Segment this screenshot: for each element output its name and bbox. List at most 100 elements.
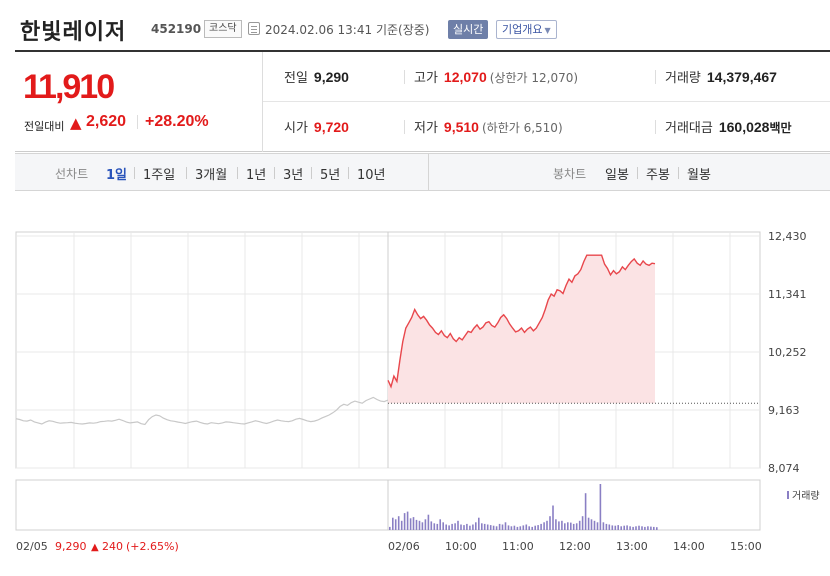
tab-3y[interactable]: 3년 — [283, 168, 304, 183]
prev-day-close: 9,290 — [55, 540, 87, 553]
chart-period-tabs: 선차트 1일 1주일 3개월 1년 3년 5년 10년 봉차트 일봉 주봉 월봉 — [15, 153, 830, 191]
volume-bar — [412, 517, 415, 530]
timestamp: 2024.02.06 13:41 기준(장중) — [265, 21, 429, 38]
volume-bar — [454, 523, 456, 530]
low-label: 저가 — [414, 121, 438, 136]
prev-day-change-pct: (+2.65%) — [126, 540, 179, 553]
volume-bar — [623, 525, 625, 530]
price-row-1: 전일 9,290 고가 12,070 (상한가 12,070) 거래량 14,379,4… — [263, 52, 830, 102]
volume-bar — [653, 526, 655, 530]
company-info-label: 기업개요 — [502, 23, 543, 36]
volume-bar — [394, 519, 397, 530]
volume-legend-swatch — [787, 491, 789, 499]
volume-bar — [513, 525, 516, 530]
volume-bar — [481, 523, 483, 530]
open-value: 9,720 — [313, 119, 349, 135]
realtime-button[interactable]: 실시간 — [448, 20, 489, 39]
volume-bar — [638, 525, 640, 530]
volume-bar — [570, 522, 572, 530]
volume-bar — [472, 524, 474, 530]
y-tick-label: 8,074 — [768, 462, 800, 475]
tab-divider — [237, 167, 238, 179]
volume-bar — [555, 519, 557, 530]
volume-bar — [608, 524, 611, 530]
company-info-dropdown[interactable]: 기업개요 ▼ — [496, 20, 557, 39]
volume-bar — [415, 519, 418, 530]
chevron-down-icon: ▼ — [544, 26, 551, 35]
up-arrow-icon: ▲ — [70, 114, 82, 132]
volume-legend-label: 거래량 — [792, 490, 820, 502]
cell-divider — [404, 70, 405, 84]
price-row-2: 시가 9,720 저가 9,510 (하한가 6,510) 거래대금 160,028백만 — [263, 102, 830, 152]
volume-bar — [593, 520, 596, 530]
change-amount: 2,620 — [86, 113, 127, 130]
high-label: 고가 — [414, 71, 438, 86]
tab-daily-candle[interactable]: 일봉 — [605, 168, 629, 183]
volume-bar — [575, 523, 578, 530]
tab-1w[interactable]: 1주일 — [143, 168, 176, 183]
intraday-chart[interactable]: 12,430 11,341 10,252 9,163 8,074 거래량 02/05 02/0… — [0, 195, 830, 576]
up-arrow-icon: ▲ — [91, 542, 99, 553]
today-price-line — [387, 254, 656, 389]
tab-5y[interactable]: 5년 — [320, 168, 341, 183]
tab-divider — [678, 167, 679, 179]
x-tick-label: 14:00 — [673, 540, 705, 553]
tab-monthly-candle[interactable]: 월봉 — [687, 168, 711, 183]
prev-day-change: 240 — [102, 540, 123, 553]
volume-bar — [498, 523, 501, 530]
tab-1y[interactable]: 1년 — [246, 168, 267, 183]
volume-bar — [495, 526, 498, 530]
timestamp-basis: 기준(장중) — [375, 23, 430, 37]
header-divider — [15, 50, 830, 52]
volume-bar — [483, 523, 486, 530]
volume-bar — [457, 520, 459, 530]
volume-bar — [424, 519, 427, 530]
volume-bar — [486, 524, 489, 530]
volume-bar — [620, 526, 622, 530]
volume-cell: 거래량 14,379,467 — [665, 52, 777, 102]
trade-value-label: 거래대금 — [665, 121, 713, 136]
volume-bar — [611, 525, 614, 530]
volume-bar — [546, 520, 548, 530]
volume-bar — [489, 525, 492, 530]
tab-3m[interactable]: 3개월 — [195, 168, 228, 183]
x-tick-label: 02/06 — [388, 540, 420, 553]
volume-bar — [626, 525, 628, 530]
volume-bar — [587, 517, 590, 530]
trade-value: 160,028 — [718, 119, 770, 135]
volume-bar — [466, 523, 468, 530]
volume-bar — [605, 523, 608, 530]
change-divider — [137, 115, 138, 129]
tab-weekly-candle[interactable]: 주봉 — [646, 168, 670, 183]
volume-bar — [578, 520, 581, 530]
price-panel: 11,910 전일대비 ▲ 2,620 +28.20% 전일 9,290 고가 12… — [15, 52, 830, 152]
tab-10y[interactable]: 10년 — [357, 168, 386, 183]
volume-bar — [534, 525, 536, 530]
volume-bar — [400, 520, 403, 530]
low-cell: 저가 9,510 (하한가 6,510) — [414, 102, 563, 152]
tab-1d[interactable]: 1일 — [106, 168, 128, 183]
open-cell: 시가 9,720 — [284, 102, 349, 152]
volume-bar — [567, 522, 569, 530]
volume-label: 거래량 — [665, 71, 701, 86]
volume-bar — [392, 517, 394, 530]
volume-bar — [442, 522, 444, 530]
cell-divider — [655, 70, 656, 84]
volume-bar — [507, 525, 510, 530]
volume-bar — [561, 520, 563, 530]
change-percent: +28.20% — [145, 113, 209, 130]
volume-bar — [389, 526, 391, 530]
current-price: 11,910 — [23, 68, 115, 106]
volume-bar — [650, 526, 652, 530]
volume-bar — [504, 522, 507, 530]
x-tick-label: 02/05 — [16, 540, 48, 553]
volume-bar — [635, 526, 637, 530]
timestamp-value: 2024.02.06 13:41 — [265, 23, 373, 37]
x-tick-label: 12:00 — [559, 540, 591, 553]
volume-bar — [641, 526, 643, 530]
candle-chart-label: 봉차트 — [553, 167, 587, 181]
volume-bar — [463, 525, 465, 530]
volume-bar — [584, 493, 587, 530]
volume-bar — [475, 522, 477, 530]
volume-bar — [403, 513, 406, 530]
